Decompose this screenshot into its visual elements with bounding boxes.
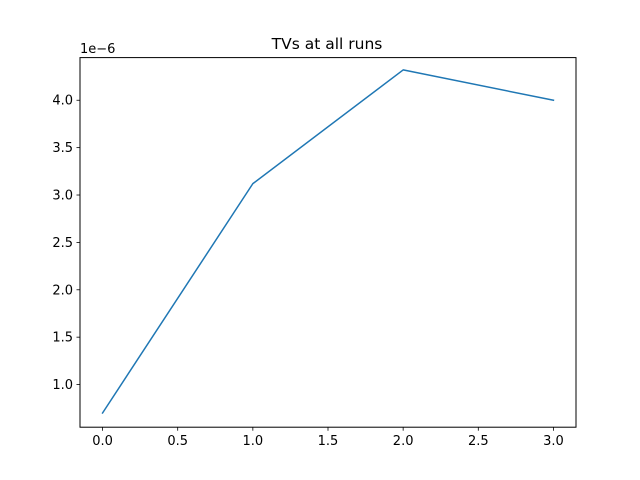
y-tick-label: 3.0 [52, 189, 73, 204]
y-tick-label: 3.5 [52, 141, 73, 156]
x-tick-label: 0.0 [92, 434, 113, 449]
y-tick-label: 2.5 [52, 236, 73, 251]
x-tick-label: 2.0 [393, 434, 414, 449]
y-axis-offset-label: 1e−6 [80, 42, 115, 57]
x-tick-label: 0.5 [167, 434, 188, 449]
y-tick-label: 1.5 [52, 331, 73, 346]
x-tick-label: 1.0 [243, 434, 264, 449]
x-tick-label: 1.5 [318, 434, 339, 449]
series-line [101, 69, 555, 415]
x-tick-label: 3.0 [543, 434, 564, 449]
y-tick-label: 2.0 [52, 283, 73, 298]
plot-frame [79, 57, 577, 428]
x-tick-label: 2.5 [468, 434, 489, 449]
y-tick-label: 1.0 [52, 378, 73, 393]
chart-title: TVs at all runs [271, 35, 383, 53]
plot-area: 0.0 0.5 1.0 1.5 2.0 2.5 3.0 1.0 1.5 2.0 2.5 3.0 3.5 4… [52, 69, 564, 449]
y-tick-label: 4.0 [52, 94, 73, 109]
